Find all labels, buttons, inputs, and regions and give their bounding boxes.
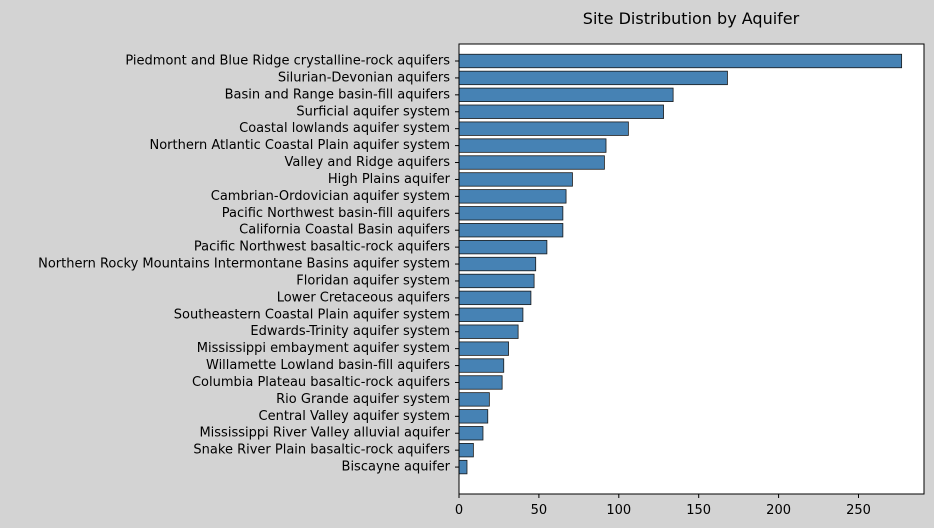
- bar: [458, 307, 524, 322]
- y-tick-label: Central Valley aquifer system: [259, 409, 450, 424]
- y-tick-label: Basin and Range basin-fill aquifers: [225, 87, 451, 102]
- bar: [458, 172, 573, 187]
- plot-frame: [458, 43, 925, 495]
- bar: [458, 155, 605, 170]
- y-tick-label: Northern Atlantic Coastal Plain aquifer …: [149, 138, 450, 153]
- bar: [458, 189, 567, 204]
- y-tick-label: Surficial aquifer system: [296, 104, 450, 119]
- bar: [458, 341, 509, 356]
- plot-area: [459, 44, 924, 494]
- bar: [458, 375, 503, 390]
- x-axis-ticks: 0 50 100 150 200 250: [455, 494, 871, 518]
- x-tick-label: 200: [766, 503, 791, 518]
- x-tick-label: 50: [531, 503, 548, 518]
- y-tick-label: Edwards-Trinity aquifer system: [250, 324, 450, 339]
- y-tick-label: California Coastal Basin aquifers: [239, 223, 450, 238]
- y-tick-label: Coastal lowlands aquifer system: [239, 121, 450, 136]
- y-tick-label: Rio Grande aquifer system: [276, 392, 450, 407]
- y-tick-label: Piedmont and Blue Ridge crystalline-rock…: [125, 54, 450, 69]
- x-tick-label: 250: [846, 503, 871, 518]
- x-tick-label: 150: [686, 503, 711, 518]
- bar: [458, 87, 674, 102]
- y-tick-label: High Plains aquifer: [328, 172, 451, 187]
- y-tick-label: Pacific Northwest basin-fill aquifers: [222, 206, 451, 221]
- bar: [458, 104, 664, 119]
- bar: [458, 409, 489, 424]
- x-tick-label: 100: [606, 503, 631, 518]
- y-tick-label: Mississippi River Valley alluvial aquife…: [199, 426, 450, 441]
- y-tick-label: Cambrian-Ordovician aquifer system: [211, 189, 450, 204]
- bar: [458, 70, 728, 86]
- bar: [458, 138, 607, 153]
- x-tick-label: 0: [455, 503, 463, 518]
- bar: [458, 239, 548, 255]
- bar: [458, 256, 537, 272]
- bar: [458, 290, 532, 306]
- bar: [458, 273, 535, 289]
- y-tick-label: Lower Cretaceous aquifers: [277, 290, 451, 305]
- y-tick-label: Willamette Lowland basin-fill aquifers: [206, 358, 450, 373]
- bar: [458, 121, 629, 136]
- y-tick-labels: Piedmont and Blue Ridge crystalline-rock…: [38, 54, 459, 475]
- y-tick-label: Northern Rocky Mountains Intermontane Ba…: [38, 257, 450, 272]
- y-tick-label: Pacific Northwest basaltic-rock aquifers: [194, 240, 450, 255]
- y-tick-label: Valley and Ridge aquifers: [284, 155, 450, 170]
- y-tick-label: Mississippi embayment aquifer system: [197, 341, 450, 356]
- bar: [458, 426, 484, 441]
- y-tick-label: Southeastern Coastal Plain aquifer syste…: [174, 307, 450, 322]
- y-tick-label: Columbia Plateau basaltic-rock aquifers: [192, 375, 450, 390]
- y-tick-label: Floridan aquifer system: [296, 273, 450, 288]
- y-tick-label: Biscayne aquifer: [342, 460, 451, 475]
- bar: [458, 459, 468, 475]
- bar: [458, 53, 903, 69]
- chart-title: Site Distribution by Aquifer: [583, 9, 800, 28]
- bar: [458, 392, 490, 407]
- y-tick-label: Silurian-Devonian aquifers: [278, 70, 450, 85]
- bar: [458, 206, 564, 221]
- bar: [458, 358, 505, 373]
- bar: [458, 443, 474, 458]
- bar: [458, 324, 519, 339]
- bar: [458, 223, 564, 238]
- y-tick-label: Snake River Plain basaltic-rock aquifers: [193, 443, 450, 458]
